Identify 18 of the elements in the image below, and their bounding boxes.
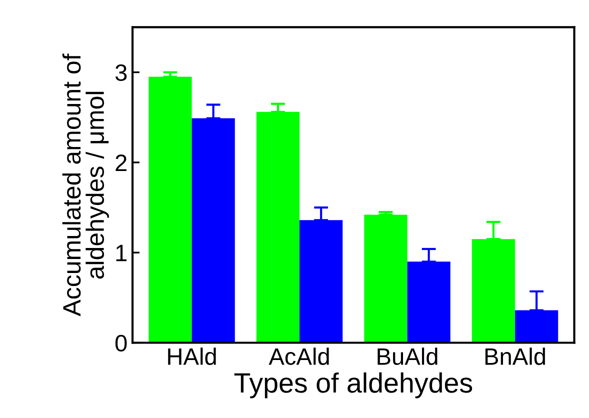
bar xyxy=(407,262,450,343)
x-axis-title: Types of aldehydes xyxy=(234,372,472,398)
bar xyxy=(148,76,192,343)
y-tick-label: 3 xyxy=(115,64,127,82)
y-tick-label: 1 xyxy=(116,244,127,262)
bar xyxy=(300,220,343,343)
bar xyxy=(515,310,558,343)
y-tick-label: 2 xyxy=(116,154,126,171)
y-axis-title: Accumulated amount of aldehydes / μmol xyxy=(62,54,109,316)
x-tick-label: BuAld xyxy=(378,348,438,365)
y-tick-label: 0 xyxy=(115,334,127,352)
bar xyxy=(256,112,300,343)
bar xyxy=(192,118,235,343)
x-tick-label: HAld xyxy=(168,348,216,365)
bar xyxy=(364,214,408,343)
bar xyxy=(472,239,516,343)
x-tick-label: BnAld xyxy=(485,348,545,365)
x-tick-label: AcAld xyxy=(268,348,329,365)
